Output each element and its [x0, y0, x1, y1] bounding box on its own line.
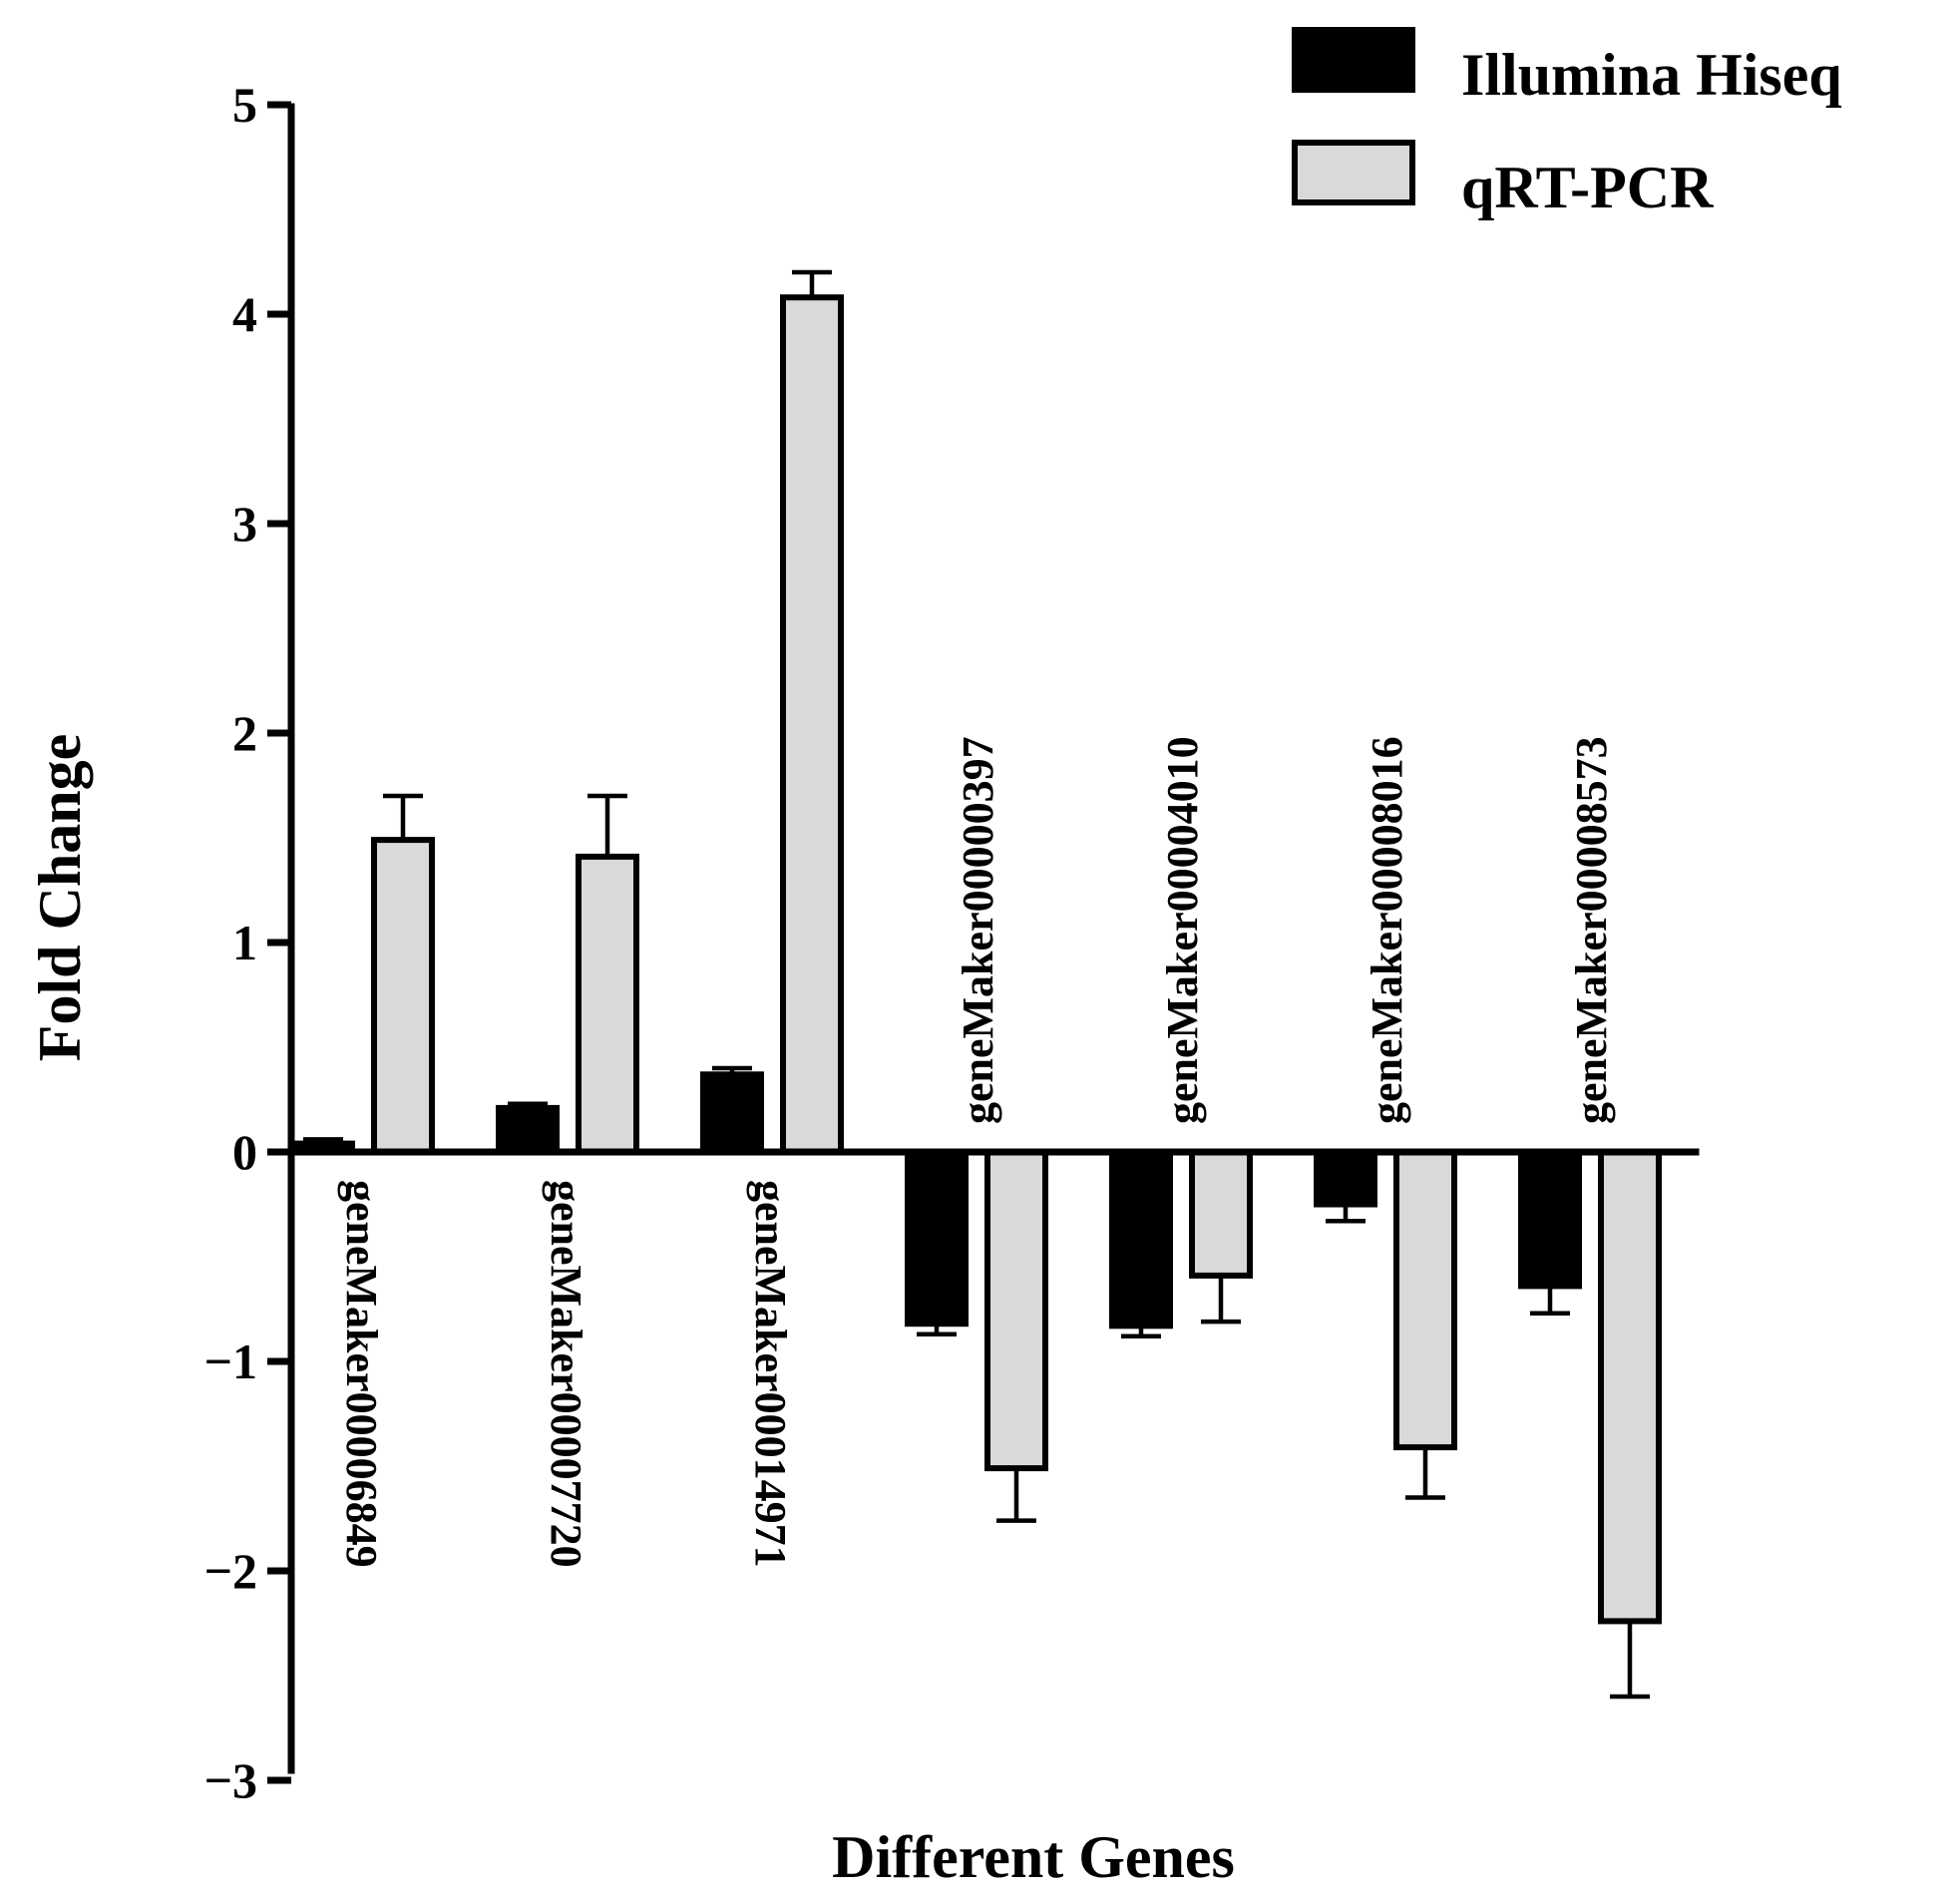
error-bar — [1405, 1447, 1445, 1500]
error-bar — [792, 269, 832, 298]
y-axis-title: Fold Change — [27, 734, 93, 1061]
bar-qrt-pcr-geneMaker00004010 — [1189, 1149, 1253, 1279]
category-label: geneMaker00004010 — [1158, 736, 1207, 1124]
bar-qrt-pcr-geneMaker00006849 — [371, 837, 435, 1155]
bar-qrt-pcr-geneMaker00007720 — [576, 853, 639, 1156]
bar-illumina-hiseq-geneMaker00008573 — [1518, 1149, 1582, 1290]
y-tick-label: −2 — [204, 1543, 258, 1599]
y-tick-label: 1 — [232, 915, 257, 970]
y-ticks: −3 −2 −1 0 1 2 3 4 5 — [204, 77, 291, 1808]
bars-layer — [291, 269, 1662, 1700]
y-tick-label: 2 — [232, 705, 257, 761]
y-tick-label: 3 — [232, 496, 257, 552]
error-bar — [383, 793, 423, 841]
x-axis-title: Different Genes — [832, 1824, 1235, 1890]
bar-illumina-hiseq-geneMaker00007720 — [496, 1104, 560, 1156]
bar-qrt-pcr-geneMaker00008573 — [1598, 1149, 1662, 1625]
category-label: geneMaker00006849 — [337, 1180, 386, 1568]
axes-layer — [287, 103, 1700, 1774]
y-tick-label: 5 — [232, 77, 257, 133]
y-tick-label: 0 — [232, 1124, 257, 1180]
y-tick-label: 4 — [232, 286, 257, 342]
legend-label-illumina-hiseq: Illumina Hiseq — [1461, 42, 1842, 108]
category-label: geneMaker00014971 — [746, 1180, 795, 1568]
y-tick-label: −1 — [204, 1333, 258, 1389]
bar-qrt-pcr-geneMaker00014971 — [780, 294, 844, 1155]
bar-illumina-hiseq-geneMaker00004010 — [1109, 1149, 1173, 1330]
bar-qrt-pcr-geneMaker00008016 — [1393, 1149, 1457, 1451]
error-bar — [996, 1468, 1036, 1523]
category-label: geneMaker00007720 — [542, 1180, 590, 1568]
bar-illumina-hiseq-geneMaker00014971 — [700, 1071, 764, 1156]
bar-qrt-pcr-geneMaker00000397 — [984, 1149, 1048, 1472]
y-tick-label: −3 — [204, 1752, 258, 1808]
legend: Illumina Hiseq qRT-PCR — [1292, 27, 1842, 220]
category-labels: geneMaker00006849 geneMaker00007720 geneMa… — [337, 736, 1616, 1567]
bar-illumina-hiseq-geneMaker00000397 — [905, 1149, 969, 1328]
legend-swatch-illumina-hiseq — [1292, 27, 1415, 93]
category-label: geneMaker00000397 — [954, 736, 1002, 1124]
category-label: geneMaker00008573 — [1567, 736, 1616, 1124]
bar-illumina-hiseq-geneMaker00008016 — [1314, 1149, 1377, 1208]
legend-swatch-qrt-pcr — [1292, 140, 1415, 205]
legend-label-qrt-pcr: qRT-PCR — [1461, 155, 1714, 220]
error-bar — [587, 793, 627, 857]
category-label: geneMaker00008016 — [1363, 736, 1411, 1124]
error-bar — [1201, 1275, 1241, 1325]
error-bar — [1530, 1286, 1570, 1316]
error-bar — [1610, 1621, 1650, 1700]
